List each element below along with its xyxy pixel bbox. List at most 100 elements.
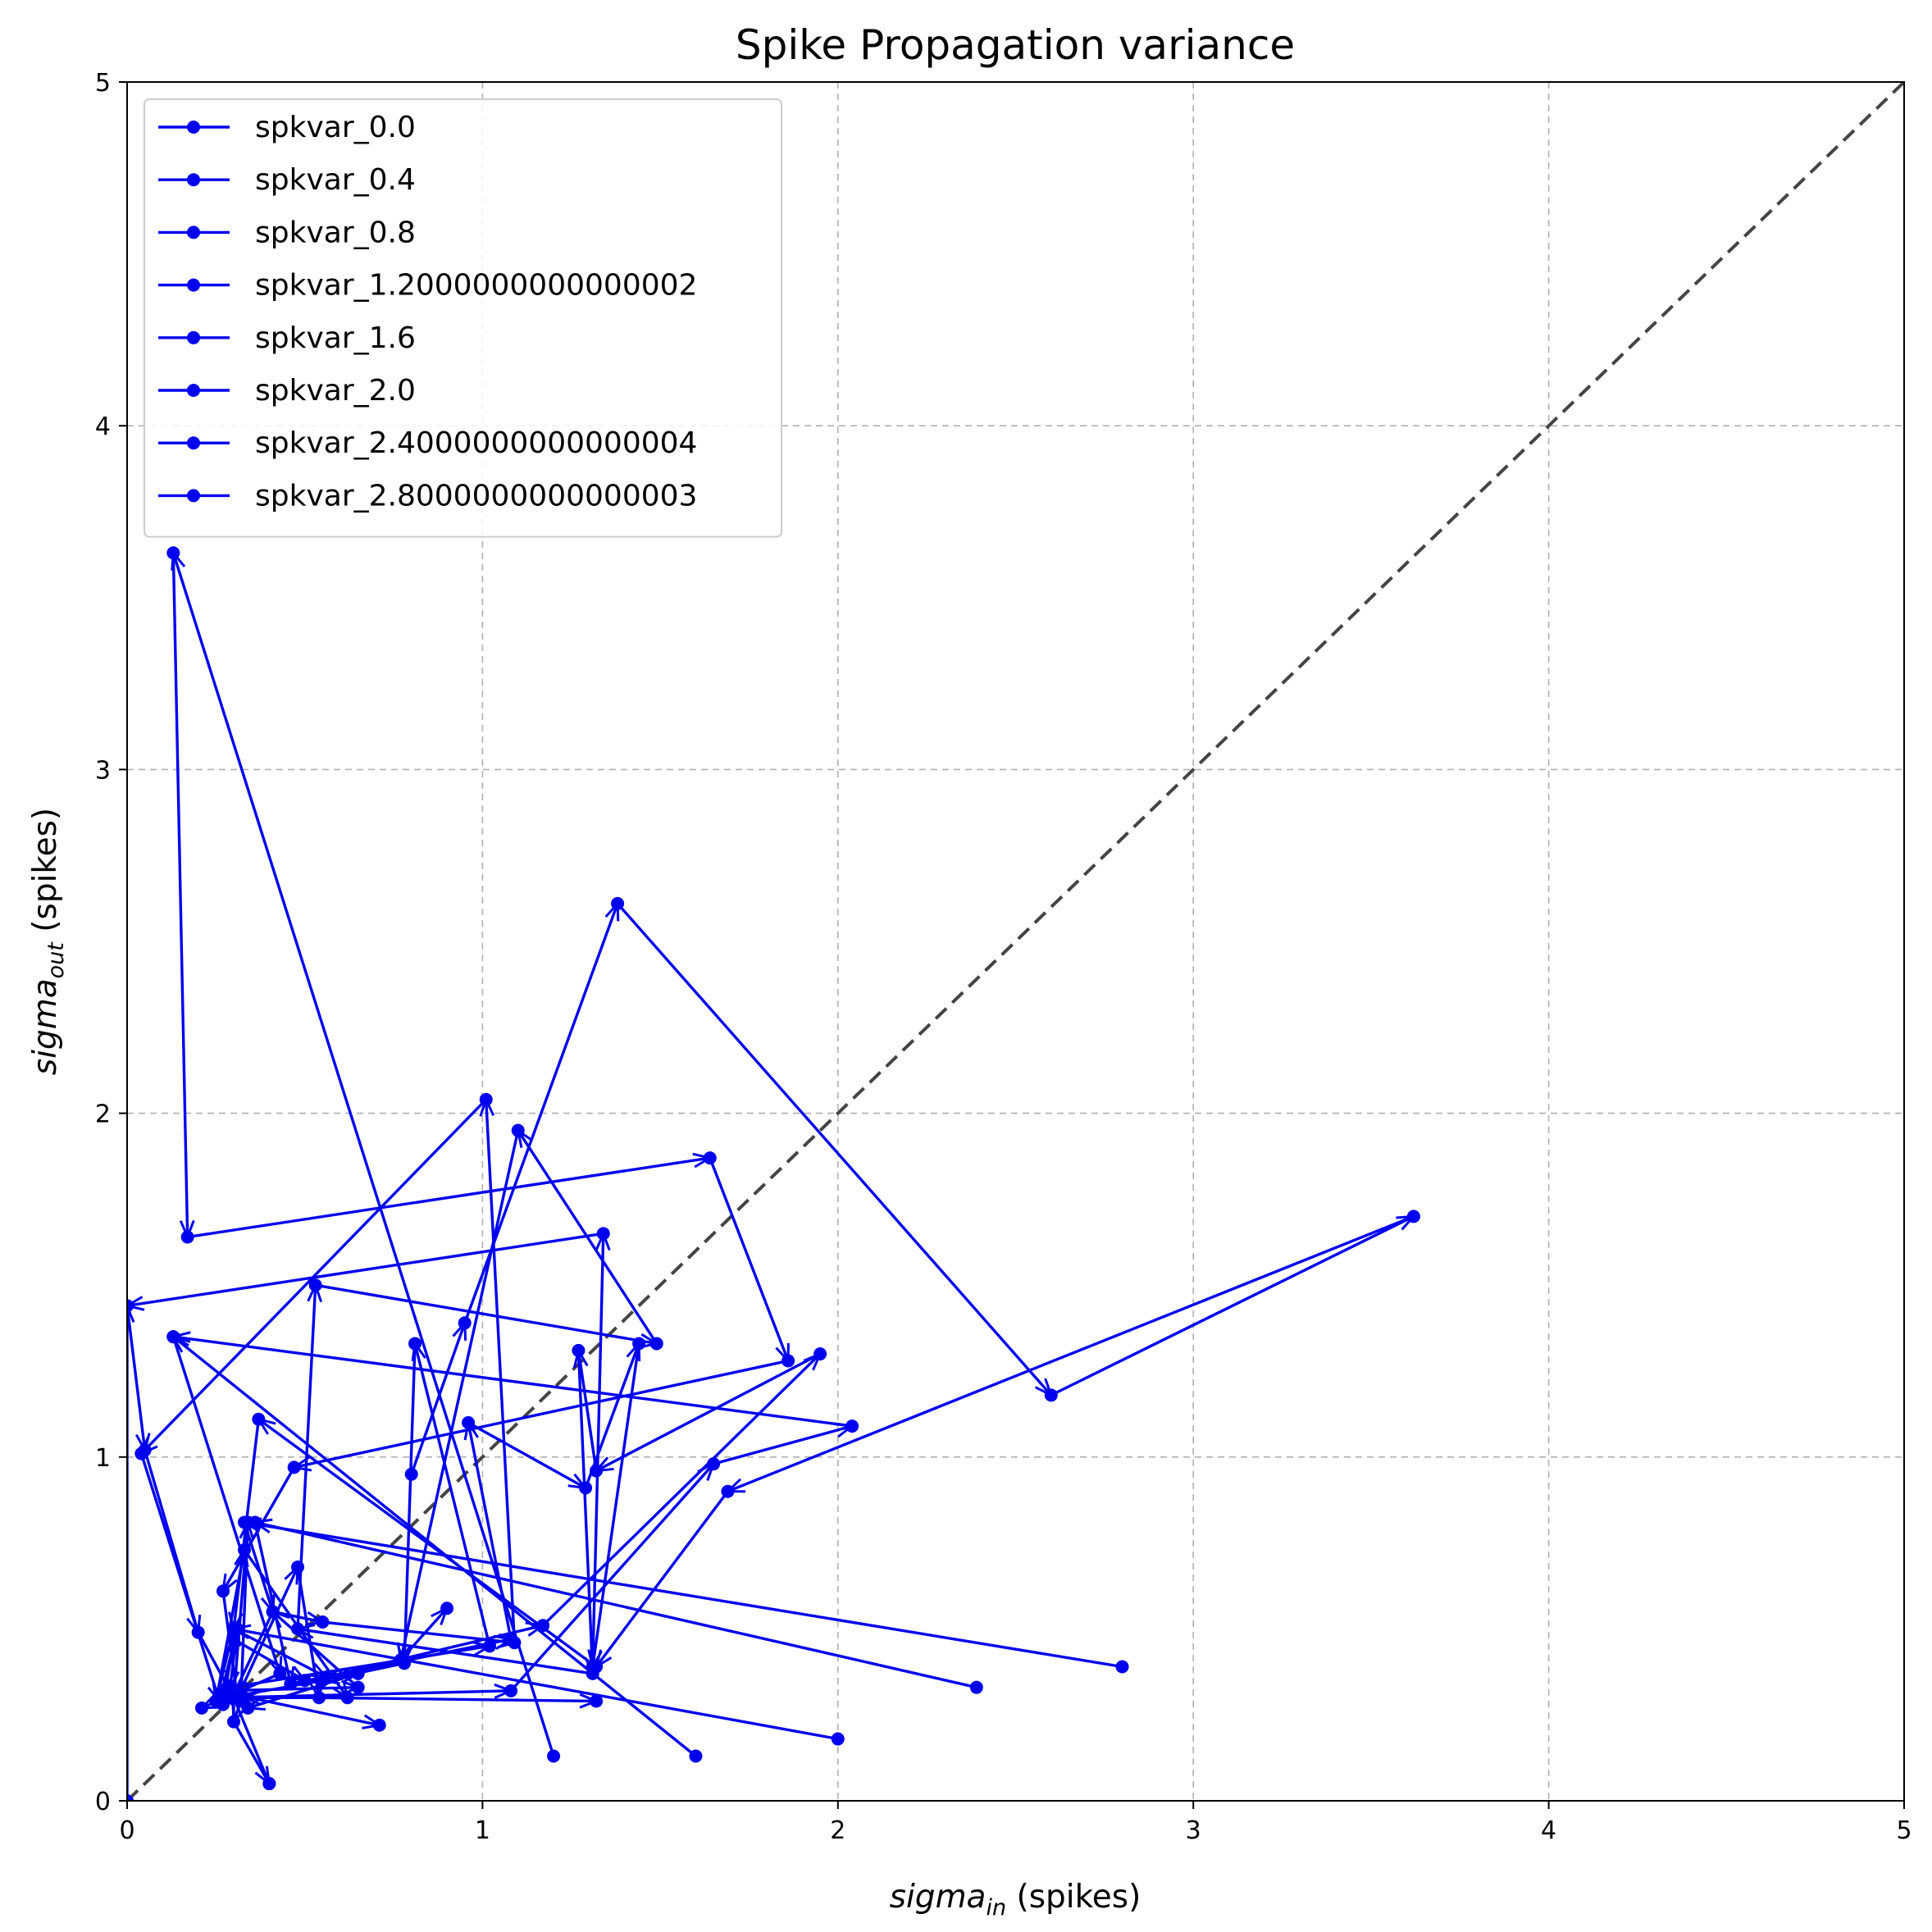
series-segment [243, 1521, 275, 1612]
series-segment [232, 1697, 271, 1784]
series-point [273, 1666, 287, 1680]
series-point [611, 896, 625, 910]
series-point [291, 1622, 305, 1636]
legend-swatch-marker [187, 330, 200, 344]
series-point [241, 1701, 255, 1715]
legend-entry: spkvar_0.8 [158, 216, 416, 249]
series-point [216, 1584, 230, 1598]
series-segment [485, 1099, 517, 1643]
series-segment [233, 1627, 839, 1741]
legend-label: spkvar_2.8000000000000003 [255, 479, 697, 513]
series-segment [232, 1611, 275, 1695]
series-point [703, 1151, 717, 1165]
series-segment [413, 1343, 491, 1647]
series-segment [244, 1520, 1123, 1669]
legend-swatch-marker [187, 173, 200, 187]
series-point [586, 1660, 599, 1674]
series-segment [140, 1098, 487, 1455]
legend-label: spkvar_2.0 [255, 374, 416, 408]
series-segment [127, 1305, 147, 1451]
series-point [845, 1419, 859, 1433]
legend-box [144, 98, 782, 538]
series-segment [233, 1693, 380, 1727]
legend-label: spkvar_0.4 [255, 163, 416, 197]
legend-swatch-marker [187, 226, 200, 239]
series-segment [616, 902, 1053, 1397]
series-point [458, 1316, 472, 1330]
series-point [721, 1484, 735, 1498]
plot-frame [126, 81, 1905, 1802]
series-point [227, 1715, 241, 1729]
series-point [813, 1347, 827, 1361]
series-point [596, 1227, 610, 1241]
series-segment [171, 1336, 281, 1675]
legend-entry: spkvar_1.6 [158, 321, 416, 355]
series-segment [171, 553, 189, 1237]
series-segment [173, 1335, 853, 1428]
y-axis-ticks: 0 1 2 3 4 5 [95, 69, 127, 1816]
y-tick-label: 5 [95, 69, 111, 98]
series-segment [272, 1610, 323, 1624]
series-point [372, 1718, 386, 1732]
series-point [508, 1636, 522, 1650]
legend-swatch-marker [187, 121, 200, 134]
series-point [312, 1691, 326, 1705]
series-point [195, 1701, 209, 1715]
series-point [238, 1515, 252, 1529]
series-point [689, 1749, 703, 1763]
series-point [504, 1684, 518, 1697]
series-point [1406, 1210, 1420, 1223]
legend-entry: spkvar_0.0 [158, 111, 416, 144]
series-point [166, 546, 180, 560]
series-point [230, 1622, 244, 1636]
series-arrowhead [127, 1302, 135, 1323]
series-point [223, 1680, 237, 1694]
series-segment [254, 1520, 977, 1689]
y-tick-label: 1 [95, 1444, 111, 1473]
series-point [483, 1639, 497, 1653]
y-tick-label: 3 [95, 756, 111, 785]
series-segment [171, 552, 555, 1757]
y-tick-label: 4 [95, 412, 111, 441]
series-point [266, 1605, 280, 1619]
series-segment [595, 1490, 729, 1668]
series-segment [187, 1156, 711, 1239]
legend-swatch-marker [187, 384, 200, 397]
series-group [127, 546, 1420, 1801]
x-axis-title: sigmain (spikes) [890, 1879, 1141, 1921]
series-segment [399, 1130, 520, 1661]
legend-entry: spkvar_2.0 [158, 374, 416, 408]
series-point [351, 1680, 365, 1694]
x-tick-label: 0 [119, 1816, 134, 1845]
series-7 [134, 1092, 1129, 1708]
series-segment [228, 1629, 239, 1688]
series-point [579, 1481, 593, 1495]
series-segment [139, 1453, 221, 1702]
legend-label: spkvar_0.8 [255, 216, 416, 249]
series-point [1044, 1388, 1058, 1402]
series-arrowhead [127, 1296, 145, 1311]
series-point [572, 1343, 586, 1357]
series-segment [232, 1720, 271, 1784]
legend-entry: spkvar_0.4 [158, 163, 416, 197]
y-tick-label: 0 [95, 1788, 111, 1816]
series-point [831, 1732, 845, 1746]
series-point [408, 1337, 422, 1351]
series-point [252, 1412, 266, 1426]
series-point [316, 1615, 330, 1629]
series-point [1115, 1660, 1129, 1674]
series-point [969, 1680, 983, 1694]
legend-label: spkvar_1.6 [255, 321, 416, 355]
legend-swatch-marker [187, 489, 200, 503]
y-tick-label: 2 [95, 1100, 111, 1129]
series-point [134, 1447, 148, 1460]
series-point [316, 1674, 330, 1688]
series-point [287, 1460, 301, 1474]
legend-entry: spkvar_1.2000000000000002 [158, 269, 697, 303]
legend-swatch-marker [187, 278, 200, 292]
x-tick-label: 3 [1186, 1816, 1201, 1845]
legend-label: spkvar_1.2000000000000002 [255, 269, 697, 303]
series-point [547, 1749, 561, 1763]
series-segment [233, 1627, 327, 1679]
series-point [398, 1656, 412, 1670]
